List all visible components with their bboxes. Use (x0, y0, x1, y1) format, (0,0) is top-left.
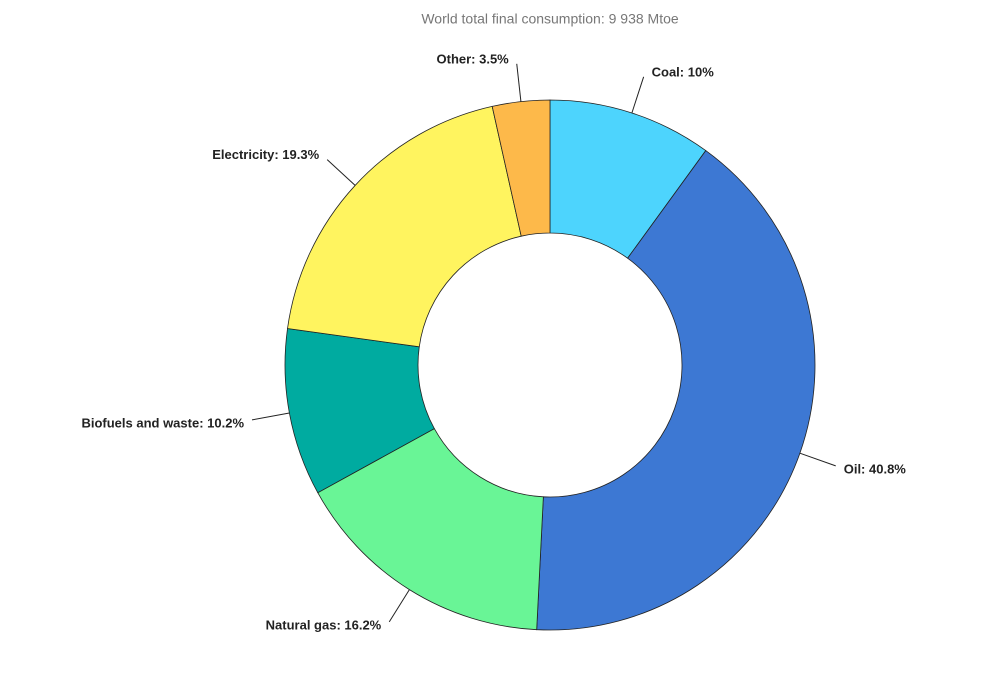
slice-label: Biofuels and waste: 10.2% (81, 415, 244, 430)
donut-slice (287, 105, 522, 348)
leader-line (251, 412, 290, 421)
slice-label: Natural gas: 16.2% (266, 617, 382, 632)
slice-label: Oil: 40.8% (844, 461, 907, 476)
leader-line (516, 63, 522, 102)
slice-label: Electricity: 19.3% (212, 147, 319, 162)
leader-line (631, 76, 645, 114)
leader-line (388, 589, 410, 623)
leader-line (799, 452, 836, 467)
donut-slice (491, 99, 551, 237)
leader-line (326, 159, 356, 186)
slice-label: Coal: 10% (652, 64, 715, 79)
slice-label: Other: 3.5% (437, 51, 510, 66)
donut-slice (536, 150, 816, 631)
chart-title: World total final consumption: 9 938 Mto… (421, 11, 679, 27)
donut-slice (317, 428, 544, 631)
